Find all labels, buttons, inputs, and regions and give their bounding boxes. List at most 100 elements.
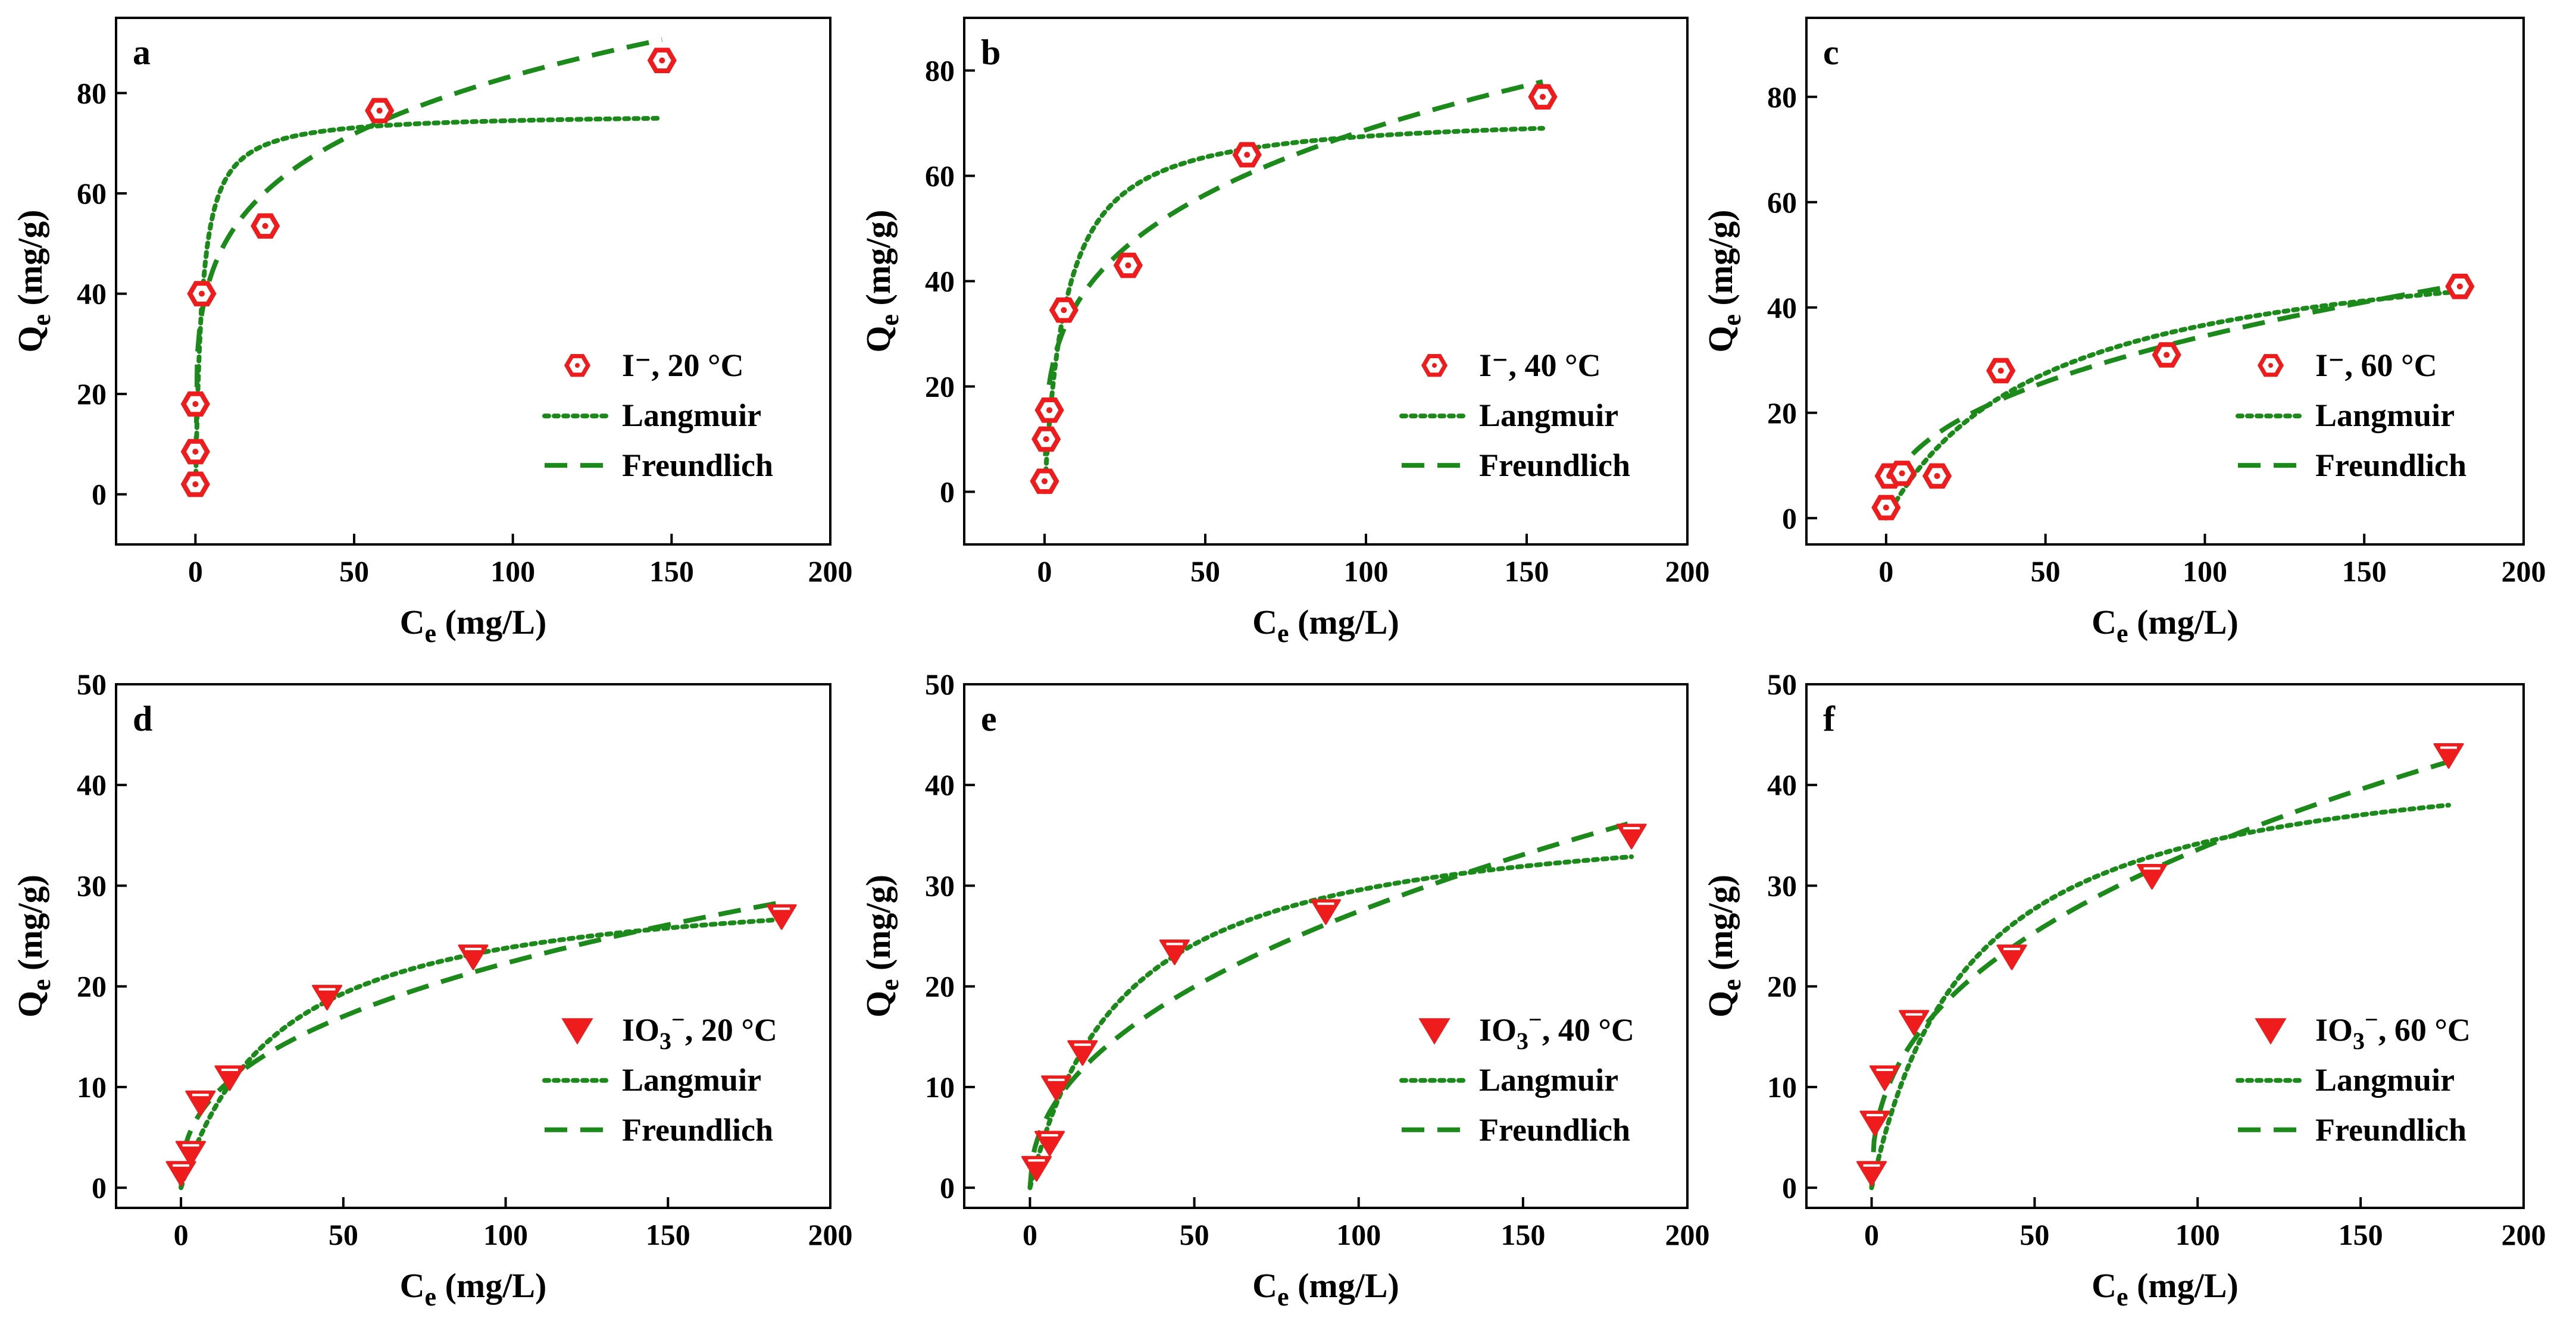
data-point bbox=[1067, 1040, 1098, 1066]
plot-frame bbox=[963, 683, 1689, 1209]
y-tick-label: 80 bbox=[77, 76, 107, 109]
data-point-center bbox=[1046, 407, 1053, 414]
legend-marker bbox=[1418, 1018, 1450, 1045]
legend-data-label: I⁻, 20 °C bbox=[622, 347, 744, 383]
y-tick-label: 80 bbox=[925, 54, 955, 87]
y-tick-label: 20 bbox=[77, 970, 107, 1003]
legend-data-label-sup: − bbox=[1528, 1006, 1542, 1033]
legend-data-label-sup: − bbox=[671, 1006, 685, 1033]
panel-b: 0 50 100 150 200 0 20 40 60 80 Ce (mg/L) Qe (mg/g) b… bbox=[859, 17, 1710, 648]
legend-langmuir-label: Langmuir bbox=[2315, 397, 2455, 433]
legend-freundlich-label: Freundlich bbox=[1479, 447, 1630, 483]
y-tick-label: 50 bbox=[1767, 668, 1797, 701]
data-point-center bbox=[1883, 505, 1889, 511]
x-tick-label: 100 bbox=[2183, 555, 2227, 588]
legend-marker bbox=[561, 1018, 593, 1045]
x-tick-label: 150 bbox=[2342, 555, 2387, 588]
y-tick-label: 40 bbox=[1767, 291, 1797, 324]
freundlich-fit-line bbox=[1042, 79, 1543, 492]
panel-label: c bbox=[1823, 33, 1839, 72]
x-tick-label: 200 bbox=[1665, 555, 1710, 588]
x-tick-label: 50 bbox=[1190, 555, 1220, 588]
legend-freundlich-label: Freundlich bbox=[622, 1112, 773, 1148]
y-tick-label: 40 bbox=[925, 768, 955, 801]
y-tick-label: 80 bbox=[1767, 80, 1797, 114]
data-point bbox=[1856, 1161, 1887, 1187]
x-axis-label-main: C bbox=[1252, 1266, 1277, 1305]
y-tick-label: 0 bbox=[1782, 1171, 1797, 1204]
y-tick-label: 10 bbox=[925, 1070, 955, 1104]
x-axis-label-unit: (mg/L) bbox=[1289, 603, 1399, 641]
data-point-center bbox=[199, 290, 205, 297]
x-tick-label: 200 bbox=[2502, 555, 2546, 588]
x-tick-label: 100 bbox=[490, 555, 535, 588]
legend-freundlich-label: Freundlich bbox=[622, 447, 773, 483]
x-tick-label: 150 bbox=[1505, 555, 1549, 588]
x-axis-label-sub: e bbox=[2117, 1282, 2128, 1311]
x-tick-label: 0 bbox=[1037, 555, 1052, 588]
x-axis-label-unit: (mg/L) bbox=[1289, 1266, 1399, 1305]
data-point-center bbox=[1244, 152, 1251, 158]
legend-freundlich-label: Freundlich bbox=[2315, 447, 2466, 483]
panel-e: 0 50 100 150 200 0 10 20 30 40 50 Ce (mg/L) Qe (mg/g… bbox=[859, 668, 1710, 1311]
data-point bbox=[165, 1161, 196, 1187]
x-tick-label: 200 bbox=[808, 1218, 853, 1251]
y-axis-label-main: Q bbox=[859, 991, 898, 1017]
y-axis-label-sub: e bbox=[1717, 979, 1746, 991]
panel-d: 0 50 100 150 200 0 10 20 30 40 50 Ce (mg/L) Qe (mg/g… bbox=[11, 668, 853, 1311]
y-tick-label: 60 bbox=[77, 177, 107, 210]
x-axis-label-unit: (mg/L) bbox=[436, 603, 546, 641]
legend-data-label-sup: − bbox=[2365, 1006, 2378, 1033]
y-axis-label-main: Q bbox=[1701, 325, 1740, 352]
y-tick-label: 0 bbox=[940, 1171, 955, 1204]
data-point bbox=[2137, 864, 2168, 890]
y-tick-label: 60 bbox=[1767, 186, 1797, 219]
x-tick-label: 100 bbox=[483, 1218, 528, 1251]
x-axis-label: Ce (mg/L) bbox=[2092, 603, 2239, 648]
panel-label: d bbox=[133, 699, 152, 738]
x-tick-label: 150 bbox=[1500, 1218, 1545, 1251]
legend-data-label-main: IO bbox=[1479, 1012, 1517, 1048]
y-axis-label-sub: e bbox=[875, 314, 904, 326]
freundlich-fit-line bbox=[1869, 759, 2450, 1188]
legend-langmuir-label: Langmuir bbox=[1479, 1062, 1618, 1098]
y-tick-label: 40 bbox=[77, 768, 107, 801]
y-axis-label: Qe (mg/g) bbox=[859, 875, 904, 1017]
x-tick-label: 150 bbox=[646, 1218, 690, 1251]
legend-data-label: I⁻, 40 °C bbox=[1479, 347, 1601, 383]
y-axis-label-unit: (mg/g) bbox=[1701, 209, 1740, 314]
legend-marker-center bbox=[2268, 363, 2273, 368]
freundlich-fit-line bbox=[1883, 282, 2461, 519]
x-tick-label: 100 bbox=[1344, 555, 1389, 588]
y-axis-label-unit: (mg/g) bbox=[859, 209, 898, 314]
x-tick-label: 0 bbox=[188, 555, 203, 588]
legend-data-label-main: IO bbox=[622, 1012, 659, 1048]
y-tick-label: 50 bbox=[925, 668, 955, 701]
x-tick-label: 100 bbox=[2175, 1218, 2220, 1251]
legend-langmuir-label: Langmuir bbox=[2315, 1062, 2455, 1098]
x-tick-label: 200 bbox=[1665, 1218, 1710, 1251]
legend-data-label: IO3−, 20 °C bbox=[622, 1006, 777, 1054]
x-axis-label-sub: e bbox=[2117, 619, 2128, 648]
y-tick-label: 40 bbox=[77, 277, 107, 311]
y-axis-label: Qe (mg/g) bbox=[1701, 875, 1746, 1017]
x-axis-label-sub: e bbox=[1277, 619, 1289, 648]
legend-data-label-sub: 3 bbox=[2353, 1028, 2365, 1054]
x-tick-label: 50 bbox=[1180, 1218, 1209, 1251]
x-axis-label: Ce (mg/L) bbox=[1252, 1266, 1399, 1311]
legend-data-label-sub: 3 bbox=[1517, 1028, 1528, 1054]
x-axis-label-main: C bbox=[400, 603, 425, 641]
y-axis-label-unit: (mg/g) bbox=[11, 875, 49, 979]
x-axis-label-main: C bbox=[1252, 603, 1277, 641]
plot-frame bbox=[1805, 683, 2525, 1209]
y-tick-label: 0 bbox=[1782, 502, 1797, 535]
y-tick-label: 30 bbox=[1767, 869, 1797, 902]
x-tick-label: 100 bbox=[1336, 1218, 1381, 1251]
y-axis-label-main: Q bbox=[1701, 991, 1740, 1017]
legend-langmuir-label: Langmuir bbox=[1479, 397, 1618, 433]
plot-frame bbox=[1805, 17, 2525, 546]
y-axis-label-sub: e bbox=[875, 979, 904, 991]
panel-label: a bbox=[133, 33, 151, 72]
panel-label: b bbox=[981, 33, 1001, 72]
data-point-center bbox=[659, 57, 665, 64]
